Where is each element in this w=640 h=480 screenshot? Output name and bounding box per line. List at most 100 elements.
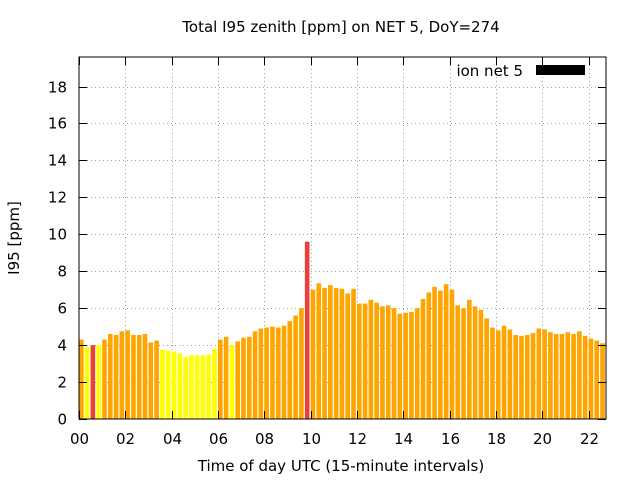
bar [356, 303, 362, 419]
bar [275, 327, 281, 419]
bar [536, 328, 542, 419]
bar [513, 334, 518, 419]
bar [553, 334, 559, 419]
x-tick-label: 18 [487, 430, 506, 448]
bar [299, 308, 304, 419]
bar [449, 289, 455, 419]
x-axis: 00 02 04 06 08 10 12 14 16 18 20 22 [70, 57, 599, 448]
bar [548, 332, 553, 419]
y-tick-label: 10 [48, 226, 67, 244]
legend: ion net 5 [456, 62, 585, 80]
bar [484, 318, 490, 419]
bar [501, 325, 507, 419]
bar [160, 349, 165, 419]
y-tick-label: 8 [57, 263, 67, 281]
bar [524, 334, 530, 419]
bar [559, 334, 565, 419]
bar [478, 310, 484, 419]
legend-label: ion net 5 [456, 62, 523, 80]
bar [131, 334, 136, 419]
y-tick-label: 12 [48, 189, 67, 207]
bar [368, 299, 374, 419]
bar [455, 305, 461, 419]
x-tick-label: 04 [163, 430, 182, 448]
bar [461, 308, 466, 419]
bar [212, 348, 217, 419]
chart-title: Total I95 zenith [ppm] on NET 5, DoY=274 [181, 18, 499, 36]
bars [79, 241, 605, 419]
bar [165, 350, 171, 419]
bar [79, 339, 84, 419]
bar [194, 355, 200, 419]
bar [241, 337, 246, 419]
bar [577, 331, 582, 419]
x-tick-label: 22 [580, 430, 599, 448]
bar [189, 355, 194, 419]
bar [571, 334, 576, 419]
bar [438, 290, 443, 419]
bar [519, 335, 524, 419]
bar [281, 325, 287, 419]
y-tick-label: 18 [48, 79, 67, 97]
bar [223, 336, 229, 419]
bar [264, 327, 269, 419]
bar [345, 293, 351, 419]
y-tick-label: 2 [57, 374, 67, 392]
bar [443, 284, 449, 419]
bar [328, 285, 333, 419]
bar [206, 354, 212, 419]
x-tick-label: 20 [533, 430, 552, 448]
bar [90, 345, 96, 419]
bar [84, 346, 90, 419]
bar [490, 327, 495, 419]
bar [217, 339, 223, 419]
bar [310, 289, 316, 419]
bar [432, 286, 437, 419]
bar [177, 353, 183, 419]
y-tick-label: 4 [57, 337, 67, 355]
x-tick-label: 08 [255, 430, 274, 448]
bar [397, 313, 403, 419]
bar [125, 330, 130, 419]
bar [385, 305, 391, 419]
bar [183, 357, 188, 419]
bar [362, 303, 368, 419]
bar [200, 355, 206, 419]
x-tick-label: 14 [394, 430, 413, 448]
bar [102, 339, 107, 419]
x-axis-label: Time of day UTC (15-minute intervals) [197, 457, 484, 475]
bar [252, 331, 258, 419]
bar [420, 298, 426, 419]
bar [339, 288, 345, 419]
grid-lines [79, 57, 606, 419]
bar [409, 311, 414, 419]
x-tick-label: 10 [302, 430, 321, 448]
bar [588, 338, 594, 419]
x-tick-label: 12 [348, 430, 367, 448]
bar [142, 334, 148, 419]
bar [426, 292, 432, 419]
bar [304, 241, 310, 419]
y-axis-label: I95 [ppm] [5, 201, 23, 275]
bar [414, 308, 420, 419]
plot-frame [78, 56, 607, 420]
bar [322, 287, 327, 419]
x-tick-label: 00 [70, 430, 89, 448]
bar [293, 315, 298, 419]
y-tick-label: 14 [48, 152, 67, 170]
y-tick-label: 0 [57, 411, 67, 429]
x-tick-label: 02 [116, 430, 135, 448]
bar [507, 329, 513, 419]
y-axis: 0 2 4 6 8 10 12 14 16 18 [48, 79, 606, 429]
bar [467, 299, 472, 419]
bar [96, 345, 102, 419]
y-tick-label: 16 [48, 115, 67, 133]
bar [542, 329, 547, 419]
bar [351, 288, 356, 419]
bar [495, 330, 501, 419]
bar [246, 336, 252, 419]
bar [582, 335, 588, 419]
bar [229, 345, 235, 419]
y-tick-label: 6 [57, 300, 67, 318]
